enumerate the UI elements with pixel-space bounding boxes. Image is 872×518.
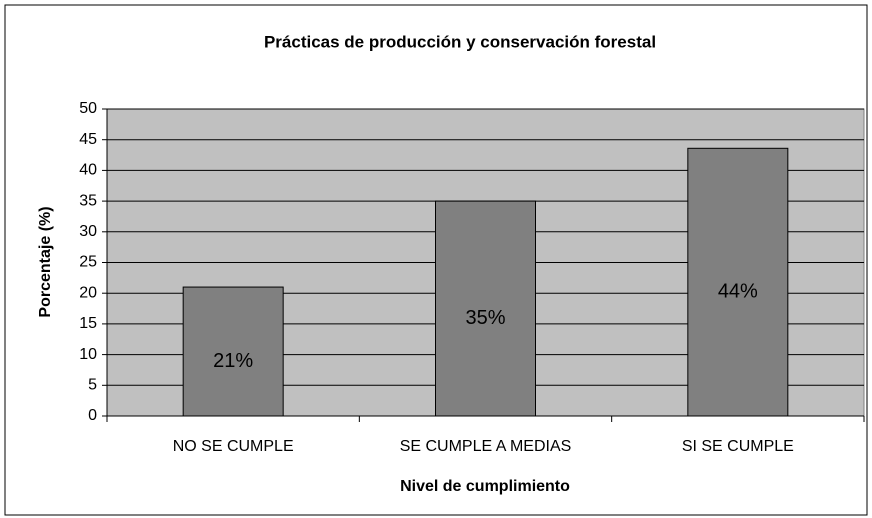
- x-tick-label: SI SE CUMPLE: [682, 438, 794, 455]
- y-tick-label: 40: [79, 162, 97, 179]
- value-label: 21%: [213, 350, 253, 372]
- y-tick-label: 10: [79, 346, 97, 363]
- y-tick-label: 20: [79, 284, 97, 301]
- y-tick-label: 15: [79, 315, 97, 332]
- bar: [687, 147, 789, 417]
- chart-title: Prácticas de producción y conservación f…: [264, 32, 656, 51]
- y-tick-label: 25: [79, 254, 97, 271]
- x-tick-label: NO SE CUMPLE: [173, 438, 294, 455]
- y-tick-label: 5: [88, 377, 97, 394]
- bar: [182, 286, 284, 417]
- y-axis-label: Porcentaje (%): [37, 206, 54, 317]
- y-tick-label: 35: [79, 192, 97, 209]
- x-axis-label: Nivel de cumplimiento: [400, 478, 570, 495]
- value-label: 44%: [718, 280, 758, 302]
- y-tick-label: 0: [88, 407, 97, 424]
- y-tick-label: 45: [79, 131, 97, 148]
- value-label: 35%: [465, 307, 505, 329]
- bar: [435, 200, 536, 417]
- y-tick-label: 30: [79, 223, 97, 240]
- y-tick-label: 50: [79, 100, 97, 117]
- x-tick-label: SE CUMPLE A MEDIAS: [400, 438, 572, 455]
